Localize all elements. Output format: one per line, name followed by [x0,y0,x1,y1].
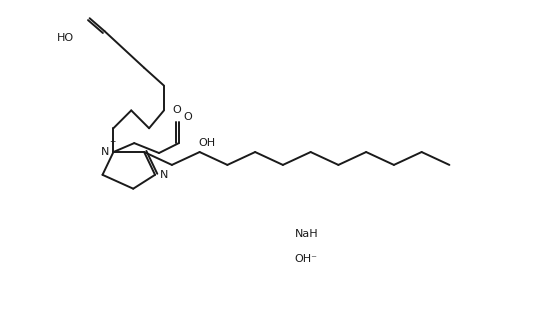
Text: +: + [109,137,116,146]
Text: O: O [172,105,181,115]
Text: OH: OH [199,138,216,148]
Text: HO: HO [57,33,74,43]
Text: O: O [184,112,193,122]
Text: N: N [160,170,168,180]
Text: OH⁻: OH⁻ [295,254,318,264]
Text: NaH: NaH [295,229,319,239]
Text: N: N [101,147,109,157]
